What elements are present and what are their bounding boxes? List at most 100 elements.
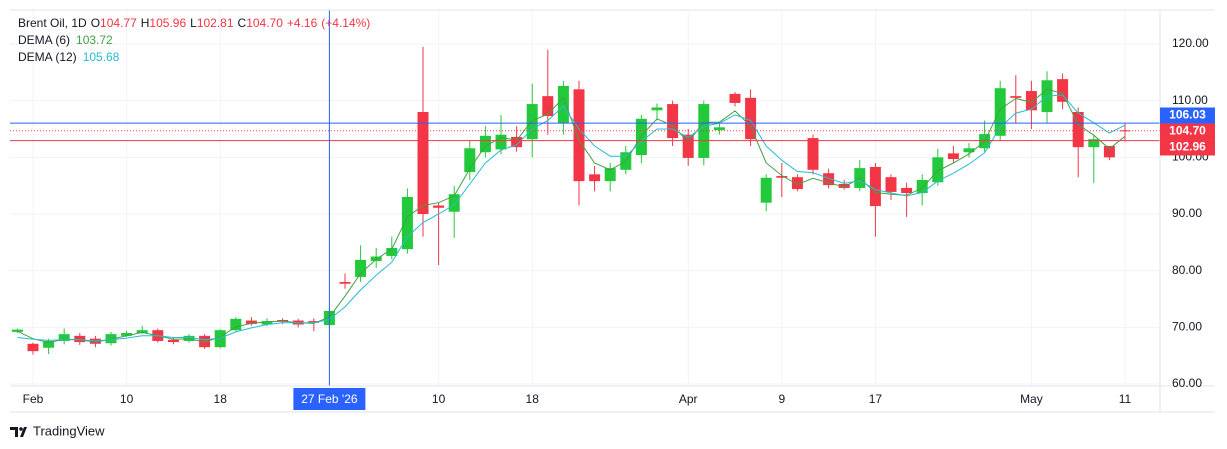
candle-body: [1010, 96, 1022, 98]
x-tick-label: May: [1020, 392, 1043, 406]
change-percent: (+4.14%): [321, 16, 370, 30]
candle-body: [932, 157, 944, 183]
x-tick-label: 18: [214, 392, 228, 406]
price-label-box: [1160, 139, 1215, 156]
candle-body: [542, 96, 554, 116]
legend-entry: DEMA (6) 103.72: [18, 33, 113, 47]
candle-body: [776, 176, 788, 178]
candle-body: [417, 112, 429, 215]
indicator-line: [17, 88, 1126, 344]
candle-body: [1025, 91, 1037, 111]
candle-body: [604, 168, 616, 182]
legend-value: 103.72: [76, 33, 113, 47]
x-tick-label: 10: [432, 392, 446, 406]
candle-body: [261, 321, 273, 325]
candle-body: [214, 330, 226, 348]
ohlc-key: H: [141, 16, 150, 30]
candle-body: [1072, 112, 1084, 148]
candle-body: [526, 104, 538, 140]
price-label: 106.03: [1169, 108, 1206, 122]
candle-body: [386, 248, 398, 256]
candle-body: [1119, 130, 1131, 132]
y-tick-label: 90.00: [1172, 206, 1202, 220]
ohlc-key: L: [190, 16, 197, 30]
candle-body: [994, 88, 1006, 136]
candle-body: [573, 89, 585, 182]
candle-body: [1057, 79, 1069, 102]
candle-body: [963, 148, 975, 153]
candle-body: [589, 174, 601, 182]
brand: TradingView: [10, 423, 105, 438]
symbol-title: Brent Oil, 1D: [18, 16, 87, 30]
candle-body: [167, 339, 179, 343]
ohlc-value: 102.81: [197, 16, 234, 30]
candle-body: [308, 321, 320, 323]
candle-body: [58, 334, 70, 341]
candle-body: [1103, 146, 1115, 158]
candle-body: [136, 330, 148, 334]
x-tick-label: 10: [120, 392, 134, 406]
y-tick-label: 70.00: [1172, 320, 1202, 334]
candle-body: [557, 85, 569, 124]
y-tick-label: 60.00: [1172, 376, 1202, 390]
candle-body: [511, 136, 523, 148]
candle-body: [823, 173, 835, 186]
candle-body: [401, 197, 413, 250]
y-tick-label: 80.00: [1172, 263, 1202, 277]
candle-body: [1088, 139, 1100, 148]
legend-name: DEMA (12): [18, 50, 77, 64]
brand-logo-dot: [19, 427, 23, 431]
candle-body: [807, 138, 819, 170]
price-label: 102.96: [1169, 140, 1206, 154]
candle-body: [745, 97, 757, 140]
x-tick-label: Feb: [23, 392, 44, 406]
candle-body: [916, 180, 928, 194]
candle-body: [869, 166, 881, 207]
candle-body: [885, 177, 897, 192]
plot: [10, 10, 1160, 386]
candle-body: [230, 318, 242, 331]
candle-body: [682, 134, 694, 158]
ohlc-key: C: [238, 16, 247, 30]
candle-body: [479, 135, 491, 153]
x-tick-label: Apr: [679, 392, 698, 406]
indicator-line: [17, 94, 1126, 342]
candle-body: [339, 282, 351, 284]
y-tick-label: 120.00: [1172, 36, 1209, 50]
legend-entry: DEMA (12) 105.68: [18, 50, 120, 64]
candle-body: [901, 187, 913, 194]
candle-body: [729, 93, 741, 103]
price-label-box: [1160, 123, 1215, 140]
price-label-box: [1160, 107, 1215, 124]
candle-body: [105, 334, 117, 344]
candle-body: [651, 107, 663, 111]
candle-body: [245, 320, 257, 324]
candle-body: [713, 127, 725, 131]
candle-body: [791, 177, 803, 190]
ohlc-key: O: [91, 16, 100, 30]
y-tick-label: 110.00: [1172, 93, 1208, 107]
legend-value: 105.68: [83, 50, 120, 64]
candle-body: [947, 153, 959, 160]
ohlc-value: 105.96: [149, 16, 186, 30]
candle-body: [355, 259, 367, 277]
crosshair-label: 27 Feb '26: [301, 392, 358, 406]
candle-body: [11, 329, 23, 332]
ohlc-value: 104.77: [100, 16, 137, 30]
legend-name: DEMA (6): [18, 33, 70, 47]
candle-body: [433, 205, 445, 208]
x-tick-label: 9: [778, 392, 785, 406]
candle-body: [838, 183, 850, 188]
x-tick-label: 11: [1119, 392, 1132, 406]
candle-body: [43, 340, 55, 348]
brand-logo: [10, 427, 27, 437]
x-tick-label: 18: [526, 392, 540, 406]
candle-body: [760, 177, 772, 203]
brand-name: TradingView: [33, 423, 105, 438]
candle-body: [464, 148, 476, 173]
change: +4.16: [287, 16, 318, 30]
price-label: 104.70: [1169, 124, 1206, 138]
candle-body: [448, 194, 460, 212]
